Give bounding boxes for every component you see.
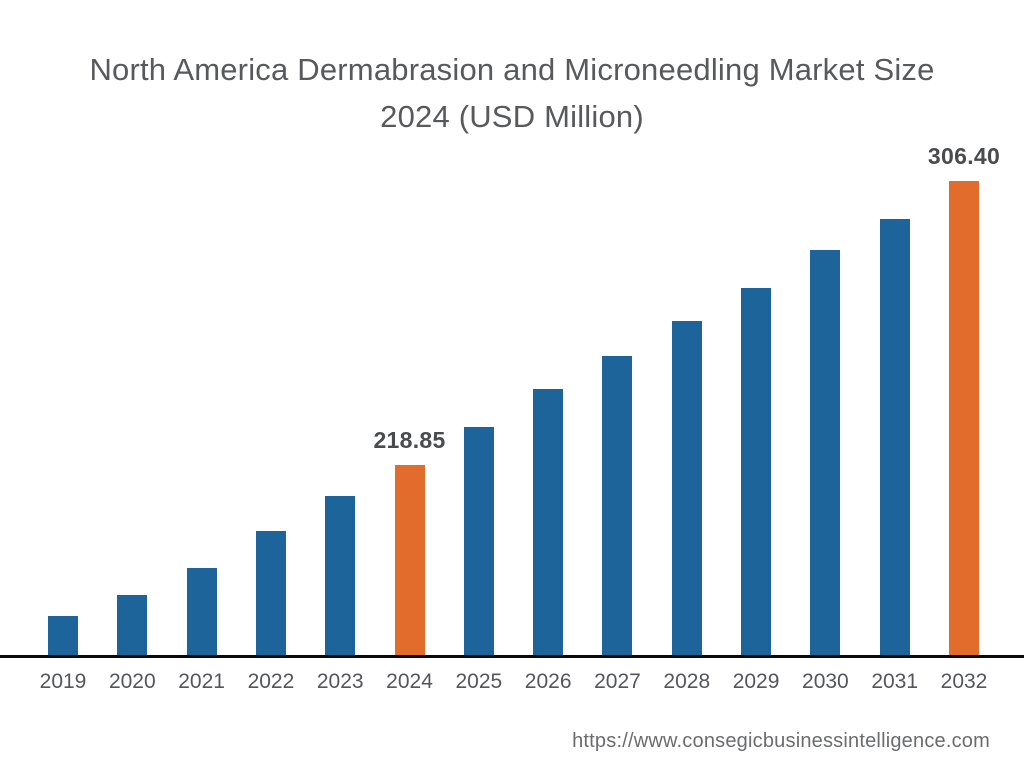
x-axis-label-2019: 2019 xyxy=(39,670,87,693)
bar-value-label-2024: 218.85 xyxy=(373,427,446,454)
plot-area: 2019 2020 2021 2022 2023 218.85 2024 2025 2026 20… xyxy=(40,0,1000,693)
x-axis-label-2026: 2026 xyxy=(524,670,572,693)
bar-column-2029: 2029 xyxy=(733,0,779,693)
bar-column-2027: 2027 xyxy=(594,0,641,693)
bar-2020 xyxy=(117,595,148,656)
bar-2032 xyxy=(949,181,979,656)
bar-column-2024: 218.85 2024 xyxy=(373,0,445,693)
bar-2022 xyxy=(255,531,286,656)
bar-column-2023: 2023 xyxy=(317,0,364,693)
source-url: https://www.consegicbusinessintelligence… xyxy=(572,730,990,752)
x-axis-label-2032: 2032 xyxy=(940,670,988,693)
x-axis-label-2028: 2028 xyxy=(663,670,711,693)
chart-title-line1: North America Dermabrasion and Microneed… xyxy=(89,52,935,87)
bar-value-label-2032: 306.40 xyxy=(927,143,1001,170)
bar-2024 xyxy=(394,465,425,656)
bar-column-2030: 2030 xyxy=(802,0,849,693)
x-axis-label-2027: 2027 xyxy=(594,670,641,693)
x-axis-label-2020: 2020 xyxy=(108,670,156,693)
bar-column-2025: 2025 xyxy=(455,0,502,693)
bar-2028 xyxy=(671,320,702,656)
bar-2029 xyxy=(741,287,772,656)
x-axis-label-2023: 2023 xyxy=(316,670,364,693)
x-axis-label-2031: 2031 xyxy=(871,670,919,693)
bar-2031 xyxy=(879,219,910,656)
x-axis-label-2025: 2025 xyxy=(455,670,503,693)
bar-column-2028: 2028 xyxy=(663,0,710,693)
bar-2021 xyxy=(186,568,217,656)
bar-column-2032: 306.40 2032 xyxy=(928,0,1000,693)
x-axis-label-2030: 2030 xyxy=(802,670,849,693)
bar-column-2019: 2019 xyxy=(40,0,86,693)
bar-column-2022: 2022 xyxy=(248,0,294,693)
x-axis-label-2024: 2024 xyxy=(386,670,433,693)
chart-title: North America Dermabrasion and Microneed… xyxy=(0,46,1024,140)
bar-2027 xyxy=(602,356,633,656)
bar-column-2026: 2026 xyxy=(525,0,572,693)
x-axis-label-2021: 2021 xyxy=(178,670,225,693)
bar-2030 xyxy=(810,249,841,656)
x-axis-label-2029: 2029 xyxy=(732,670,780,693)
bar-column-2031: 2031 xyxy=(871,0,918,693)
bar-2026 xyxy=(533,389,564,656)
bar-column-2021: 2021 xyxy=(178,0,225,693)
bar-2019 xyxy=(48,616,78,656)
x-axis-label-2022: 2022 xyxy=(247,670,295,693)
bar-2025 xyxy=(463,427,494,656)
chart-title-line2: 2024 (USD Million) xyxy=(380,99,644,134)
x-axis-line xyxy=(0,655,1024,658)
bar-column-2020: 2020 xyxy=(109,0,156,693)
bar-2023 xyxy=(325,496,356,656)
